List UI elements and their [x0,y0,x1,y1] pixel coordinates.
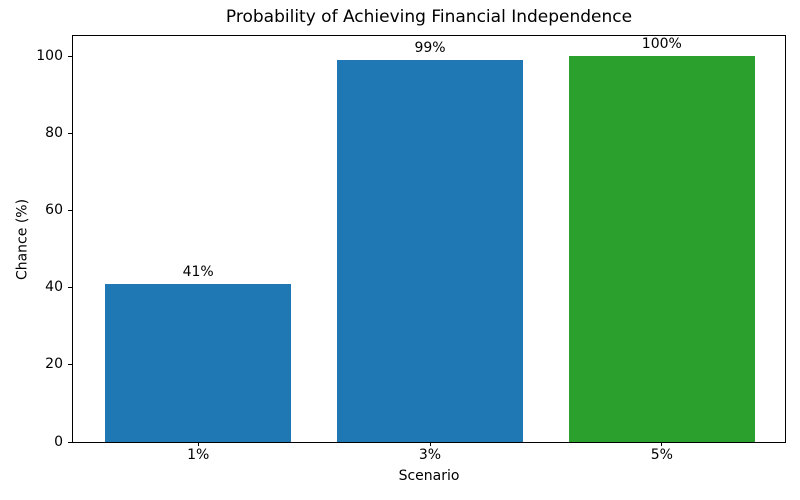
x-axis-tick [197,442,199,446]
y-tick-label: 100 [36,47,63,64]
bar [105,283,291,442]
x-axis-tick [661,442,663,446]
x-tick-label: 3% [418,447,442,463]
x-axis-tick [429,442,431,446]
y-tick-label: 80 [45,124,63,141]
y-tick-label: 60 [45,201,63,218]
plot-area: Chance (%) Scenario 0 20 40 60 80 100 41% 1% 99%… [15,35,786,484]
chart-title: Probability of Achieving Financial Indep… [225,7,633,27]
y-axis-tick [68,441,72,443]
bar-value-label: 99% [414,39,446,56]
y-axis-tick [68,132,72,134]
bar-value-label: 100% [641,36,682,53]
x-axis-label: Scenario [398,468,460,484]
y-tick-label: 40 [45,279,63,296]
y-axis-tick [68,55,72,57]
bar [569,56,755,442]
y-axis-tick [68,364,72,366]
x-tick-label: 5% [650,447,673,463]
y-axis-tick [68,209,72,211]
bar-value-label: 41% [182,263,214,280]
y-tick-label: 0 [54,433,63,450]
y-axis-tick [68,287,72,289]
bar [337,59,523,442]
y-tick-label: 20 [45,356,63,373]
x-tick-label: 1% [187,447,210,463]
